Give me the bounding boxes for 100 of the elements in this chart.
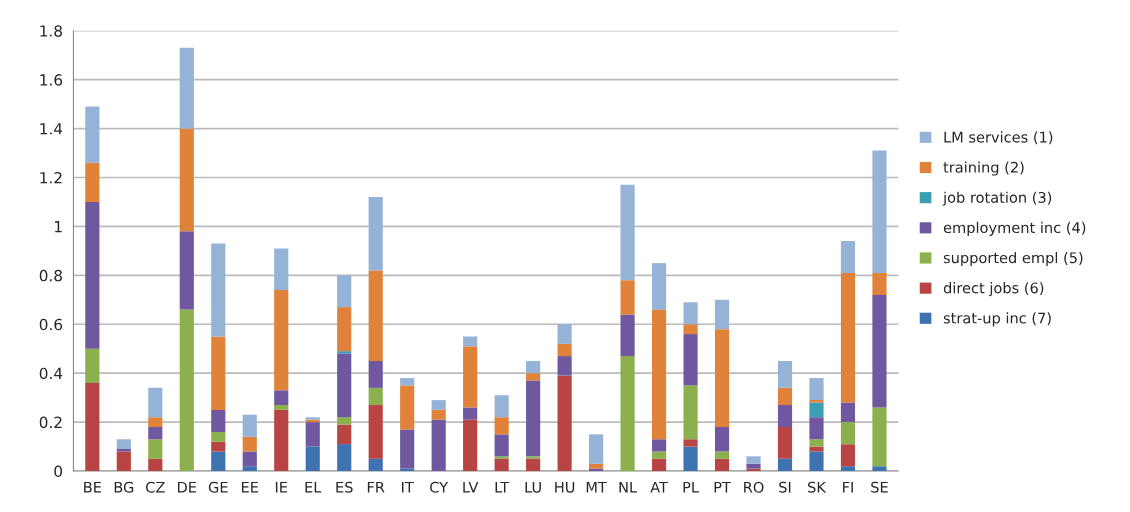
bar bbox=[557, 356, 572, 376]
bar bbox=[777, 458, 793, 472]
bar bbox=[274, 248, 289, 291]
y-tick-label: 1 bbox=[54, 221, 62, 233]
bar bbox=[557, 324, 572, 344]
bar bbox=[431, 409, 446, 420]
bar bbox=[526, 380, 541, 457]
bar bbox=[683, 334, 698, 386]
bar bbox=[620, 280, 635, 315]
x-tick-label: CZ bbox=[146, 481, 165, 493]
bar bbox=[714, 299, 730, 330]
bar bbox=[337, 307, 352, 352]
legend-label: job rotation (3) bbox=[942, 191, 1052, 206]
bar bbox=[651, 309, 667, 440]
bar bbox=[809, 417, 824, 440]
bar bbox=[714, 427, 730, 452]
bar bbox=[809, 400, 824, 403]
x-tick-label: BE bbox=[84, 481, 102, 493]
bar bbox=[148, 439, 163, 459]
bar bbox=[116, 451, 131, 472]
x-tick-label: GE bbox=[208, 481, 228, 493]
y-tick-label: 0.6 bbox=[39, 318, 63, 331]
bar bbox=[148, 417, 163, 428]
bar bbox=[809, 402, 824, 418]
x-tick-label: SI bbox=[779, 481, 791, 493]
bar bbox=[777, 404, 793, 428]
x-tick-label: MT bbox=[586, 481, 607, 493]
x-tick-label: LV bbox=[463, 481, 479, 493]
x-tick-label: ES bbox=[336, 481, 353, 493]
bar bbox=[620, 356, 635, 472]
bar bbox=[368, 458, 383, 472]
bar bbox=[494, 395, 509, 418]
bar bbox=[463, 419, 478, 472]
bar bbox=[494, 456, 509, 459]
bar bbox=[494, 417, 509, 435]
bar bbox=[840, 422, 856, 445]
bar bbox=[400, 378, 415, 386]
bar bbox=[714, 329, 730, 428]
bar bbox=[148, 427, 163, 440]
bar bbox=[746, 456, 761, 464]
y-tick-label: 0 bbox=[54, 465, 63, 478]
bar bbox=[274, 409, 289, 472]
bar bbox=[651, 458, 667, 472]
x-tick-label: AT bbox=[650, 481, 668, 493]
bar bbox=[431, 419, 446, 472]
bar bbox=[211, 441, 226, 452]
bar bbox=[589, 463, 604, 469]
bar bbox=[242, 436, 257, 452]
bar bbox=[526, 360, 541, 374]
bar bbox=[651, 263, 667, 310]
bar bbox=[116, 439, 131, 450]
bar bbox=[620, 314, 635, 357]
bar bbox=[337, 417, 352, 425]
y-tick-label: 1.4 bbox=[40, 123, 63, 135]
x-tick-label: EL bbox=[305, 481, 322, 493]
bar bbox=[211, 431, 226, 442]
bar bbox=[651, 451, 667, 459]
legend-label: LM services (1) bbox=[944, 131, 1053, 145]
bar bbox=[840, 444, 856, 467]
bar bbox=[211, 243, 226, 337]
x-tick-label: SK bbox=[808, 481, 827, 493]
bar bbox=[872, 407, 887, 467]
bar bbox=[305, 446, 320, 472]
bar bbox=[337, 353, 352, 418]
bar bbox=[85, 106, 100, 163]
y-tick-label: 0.4 bbox=[39, 367, 63, 380]
bar bbox=[337, 444, 352, 472]
bar bbox=[274, 390, 289, 405]
bar bbox=[526, 456, 541, 459]
y-tick-label: 1.6 bbox=[40, 74, 63, 86]
legend-label: strat-up inc (7) bbox=[943, 312, 1051, 327]
bar bbox=[777, 387, 793, 405]
bar bbox=[683, 446, 698, 472]
bar bbox=[85, 162, 100, 202]
bar bbox=[651, 439, 667, 452]
bar bbox=[872, 466, 887, 472]
bar bbox=[242, 414, 257, 437]
y-tick-label: 0.8 bbox=[39, 269, 62, 282]
bar bbox=[840, 466, 856, 472]
bar bbox=[368, 197, 383, 271]
bar bbox=[683, 385, 698, 440]
bar bbox=[494, 434, 509, 457]
bar bbox=[179, 231, 194, 310]
bar bbox=[872, 150, 887, 273]
bar bbox=[840, 402, 856, 423]
bar bbox=[431, 400, 446, 410]
bar bbox=[557, 375, 572, 472]
legend-label: employment inc (4) bbox=[943, 221, 1086, 236]
bar bbox=[714, 451, 730, 459]
bar bbox=[337, 424, 352, 445]
bar bbox=[368, 387, 383, 405]
bar bbox=[809, 451, 824, 472]
x-tick-label: LU bbox=[525, 481, 541, 493]
bar bbox=[400, 429, 415, 469]
x-tick-label: PL bbox=[683, 481, 699, 493]
bar bbox=[337, 275, 352, 308]
bar bbox=[305, 422, 320, 447]
x-tick-label: EE bbox=[241, 481, 259, 493]
bar bbox=[463, 336, 478, 347]
bar bbox=[242, 466, 257, 472]
